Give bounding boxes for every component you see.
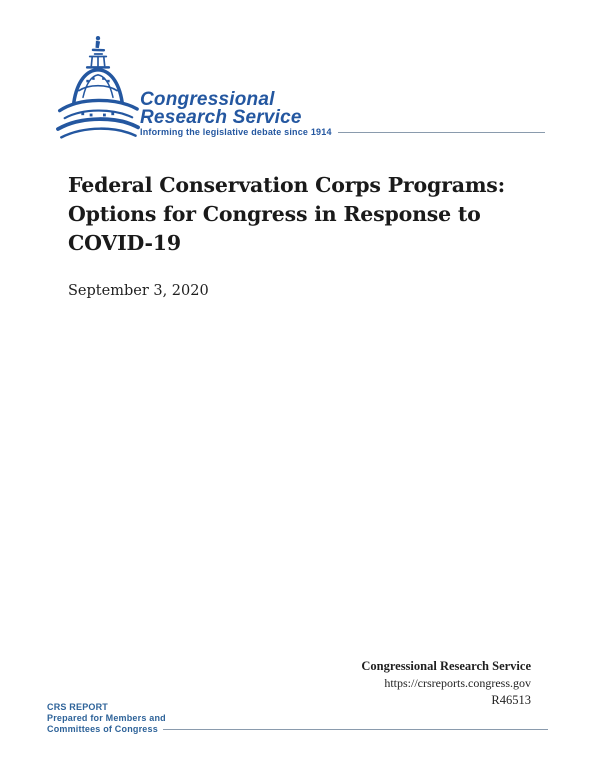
report-title: Federal Conservation Corps Programs: Opt… bbox=[68, 171, 505, 258]
report-url[interactable]: https://crsreports.congress.gov bbox=[361, 675, 531, 692]
footer-line1: Prepared for Members and bbox=[47, 713, 166, 723]
footer-line2-row: Committees of Congress bbox=[47, 724, 548, 735]
logo-name-line2: Research Service bbox=[140, 107, 302, 128]
logo-tagline-row: Informing the legislative debate since 1… bbox=[140, 127, 545, 137]
publisher-name: Congressional Research Service bbox=[361, 659, 531, 673]
report-title-line: Federal Conservation Corps Programs: bbox=[68, 173, 506, 197]
report-title-line: Options for Congress in Response to bbox=[68, 202, 481, 226]
capitol-dome-icon bbox=[56, 36, 140, 139]
logo-name-line1: Congressional bbox=[140, 89, 275, 110]
footer-line2: Committees of Congress bbox=[47, 724, 158, 734]
report-title-line: COVID-19 bbox=[68, 231, 181, 255]
logo-tagline: Informing the legislative debate since 1… bbox=[140, 127, 332, 137]
publisher-info: Congressional Research Service https://c… bbox=[361, 658, 531, 709]
report-date: September 3, 2020 bbox=[68, 283, 209, 299]
crs-wordmark: Congressional Research Service bbox=[140, 89, 302, 128]
report-number: R46513 bbox=[491, 693, 531, 707]
header-rule bbox=[337, 132, 545, 133]
footer-block: CRS REPORT Prepared for Members and Comm… bbox=[47, 702, 548, 735]
report-url-link[interactable]: https://crsreports.congress.gov bbox=[384, 676, 531, 690]
crs-report-label: CRS REPORT bbox=[47, 702, 109, 712]
footer-rule bbox=[162, 729, 548, 730]
